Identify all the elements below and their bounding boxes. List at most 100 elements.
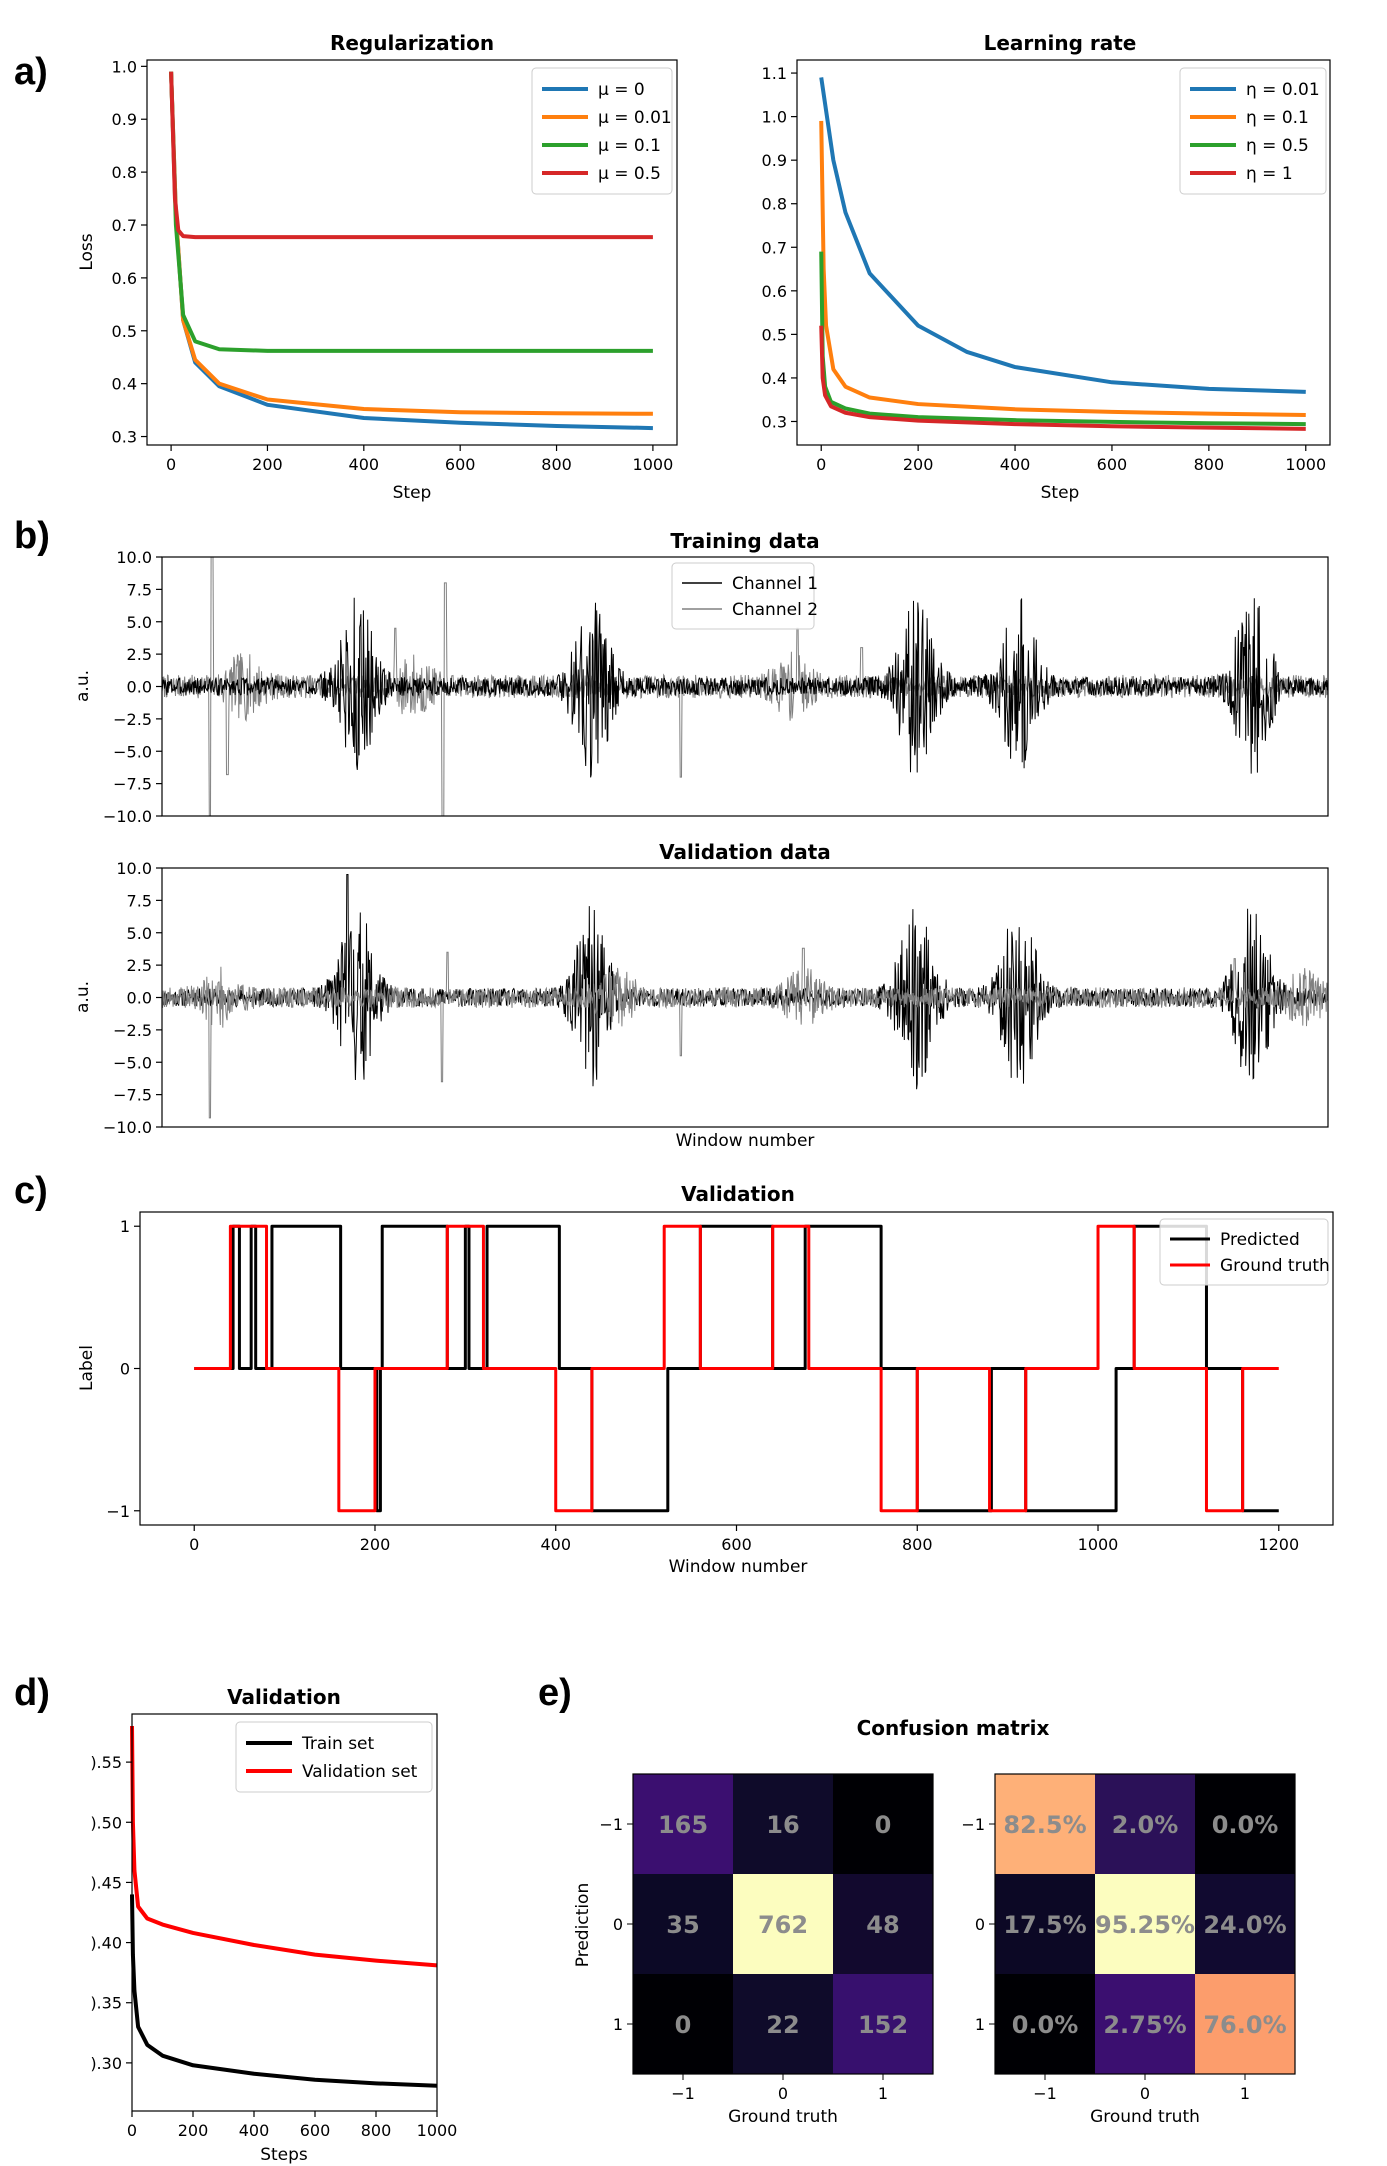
y-tick-label: 0.5 [762, 325, 787, 344]
legend-box [1179, 67, 1327, 195]
series-line [819, 325, 1306, 431]
x-tick-label: 600 [721, 1535, 752, 1554]
confusion-matrix-title: Confusion matrix [857, 1716, 1050, 1740]
legend-entry: Validation set [302, 1762, 418, 1782]
x-tick-label: 400 [349, 455, 380, 474]
legend-entry: μ = 0.1 [598, 136, 661, 156]
x-tick-label: 200 [252, 455, 283, 474]
y-tick-label: 0.0 [127, 989, 152, 1008]
legend-entry: η = 0.1 [1246, 108, 1309, 128]
matrix-cell-value: 48 [866, 1911, 899, 1939]
y-tick-label: 0 [613, 1915, 623, 1934]
matrix-cell-value: 76.0% [1203, 2011, 1286, 2039]
x-tick-label: 1000 [1078, 1535, 1119, 1554]
series-line [169, 71, 653, 353]
matrix-cell [733, 1774, 833, 1874]
matrix-cell [733, 1974, 833, 2074]
learning-rate-chart: Learning rate 0 200 400 600 800 1000 0.3 0.4 0.5… [762, 31, 1331, 503]
y-tick-label: ).45 [90, 1873, 122, 1892]
y-tick-label: −5.0 [113, 742, 152, 761]
y-tick-label: 0.3 [762, 412, 787, 431]
y-tick-label: −2.5 [113, 1021, 152, 1040]
learning-rate-chart-title: Learning rate [984, 31, 1137, 55]
x-tick-label: 1200 [1258, 1535, 1299, 1554]
y-tick-label: −5.0 [113, 1053, 152, 1072]
confusion-matrix-xlabel-percentages: Ground truth [1090, 2107, 1200, 2127]
legend-box [531, 67, 673, 195]
matrix-cell [633, 1874, 733, 1974]
x-tick-label: 600 [300, 2121, 331, 2140]
matrix-cell-value: 0.0% [1212, 1811, 1279, 1839]
y-tick-label: 0.8 [112, 163, 137, 182]
training-data-chart: Training data −10.0 −7.5 −5.0 −2.5 0.0 2.5 5.0… [73, 529, 1329, 826]
matrix-cell [1095, 1974, 1195, 2074]
x-tick-label: 600 [1097, 455, 1128, 474]
regularization-axes-frame [146, 59, 678, 446]
matrix-cell-value: 17.5% [1003, 1911, 1086, 1939]
y-tick-label: 0.6 [762, 282, 787, 301]
matrix-cell-value: 0 [675, 2011, 692, 2039]
matrix-cell-value: 35 [666, 1911, 699, 1939]
y-tick-label: 0.6 [112, 269, 137, 288]
panel-letter-d: d) [14, 1672, 50, 1714]
matrix-cell [1095, 1774, 1195, 1874]
y-tick-label: 0.9 [762, 151, 787, 170]
matrix-cell [995, 1774, 1095, 1874]
x-tick-label: 1 [1240, 2084, 1250, 2103]
y-tick-label: 10.0 [116, 548, 152, 567]
y-tick-label: −7.5 [113, 1086, 152, 1105]
label-validation-chart-title: Validation [681, 1182, 795, 1206]
matrix-cell-value: 82.5% [1003, 1811, 1086, 1839]
x-tick-label: 1000 [417, 2121, 458, 2140]
x-tick-label: 400 [1000, 455, 1031, 474]
legend-entry: μ = 0.01 [598, 108, 672, 128]
y-tick-label: 7.5 [127, 891, 152, 910]
matrix-cell-value: 16 [766, 1811, 799, 1839]
y-tick-label: −1 [599, 1815, 623, 1834]
loss-validation-axes-frame [131, 1713, 438, 2112]
y-tick-label: 0 [975, 1915, 985, 1934]
x-tick-label: 0 [127, 2121, 137, 2140]
y-tick-label: 0.5 [112, 322, 137, 341]
panel-letter-a: a) [14, 51, 48, 93]
x-tick-label: 600 [445, 455, 476, 474]
x-tick-label: −1 [671, 2084, 695, 2103]
y-tick-label: 0.7 [112, 216, 137, 235]
matrix-cell-value: 152 [858, 2011, 908, 2039]
label-validation-legend: Predicted Ground truth [1159, 1218, 1330, 1286]
y-tick-label: 2.5 [127, 956, 152, 975]
panel-letter-e: e) [538, 1672, 572, 1714]
y-tick-label: 7.5 [127, 580, 152, 599]
confusion-matrix-chart: Confusion matrix 165 16 0 35 762 48 0 22 152 −1 −1… [573, 1716, 1296, 2127]
learning-rate-legend: η = 0.01 η = 0.1 η = 0.5 η = 1 [1179, 67, 1327, 195]
loss-validation-legend: Train set Validation set [235, 1721, 433, 1793]
legend-entry: η = 1 [1246, 164, 1293, 184]
matrix-cell-value: 0 [875, 1811, 892, 1839]
y-tick-label: 10.0 [116, 859, 152, 878]
matrix-cell-value: 95.25% [1095, 1911, 1195, 1939]
y-tick-label: 0 [120, 1360, 130, 1379]
y-tick-label: 0.7 [762, 238, 787, 257]
y-tick-label: −7.5 [113, 775, 152, 794]
x-tick-label: 0 [166, 455, 176, 474]
y-tick-label: 0.4 [762, 369, 787, 388]
confusion-matrix-counts: 165 16 0 35 762 48 0 22 152 −1 −1 0 0 1 1 [599, 1773, 934, 2103]
label-validation-xlabel: Window number [669, 1557, 808, 1577]
matrix-cell [833, 1874, 933, 1974]
training-data-chart-title: Training data [670, 529, 819, 553]
y-tick-label: 0.3 [112, 428, 137, 447]
confusion-matrix-percentages: 82.5% 2.0% 0.0% 17.5% 95.25% 24.0% 0.0% 2.75% 76… [961, 1773, 1296, 2103]
x-tick-label: 1000 [633, 455, 674, 474]
training-data-ylabel: a.u. [73, 670, 93, 702]
y-tick-label: −1 [106, 1502, 130, 1521]
legend-box [1159, 1218, 1329, 1286]
y-tick-label: 1 [120, 1217, 130, 1236]
validation-data-xlabel: Window number [676, 1131, 815, 1151]
y-tick-label: −10.0 [103, 807, 152, 826]
regularization-chart-title: Regularization [330, 31, 494, 55]
matrix-cell-value: 2.75% [1103, 2011, 1186, 2039]
learning-rate-xlabel: Step [1041, 483, 1080, 503]
x-tick-label: 1 [878, 2084, 888, 2103]
validation-data-ylabel: a.u. [73, 981, 93, 1013]
legend-box [235, 1721, 433, 1793]
